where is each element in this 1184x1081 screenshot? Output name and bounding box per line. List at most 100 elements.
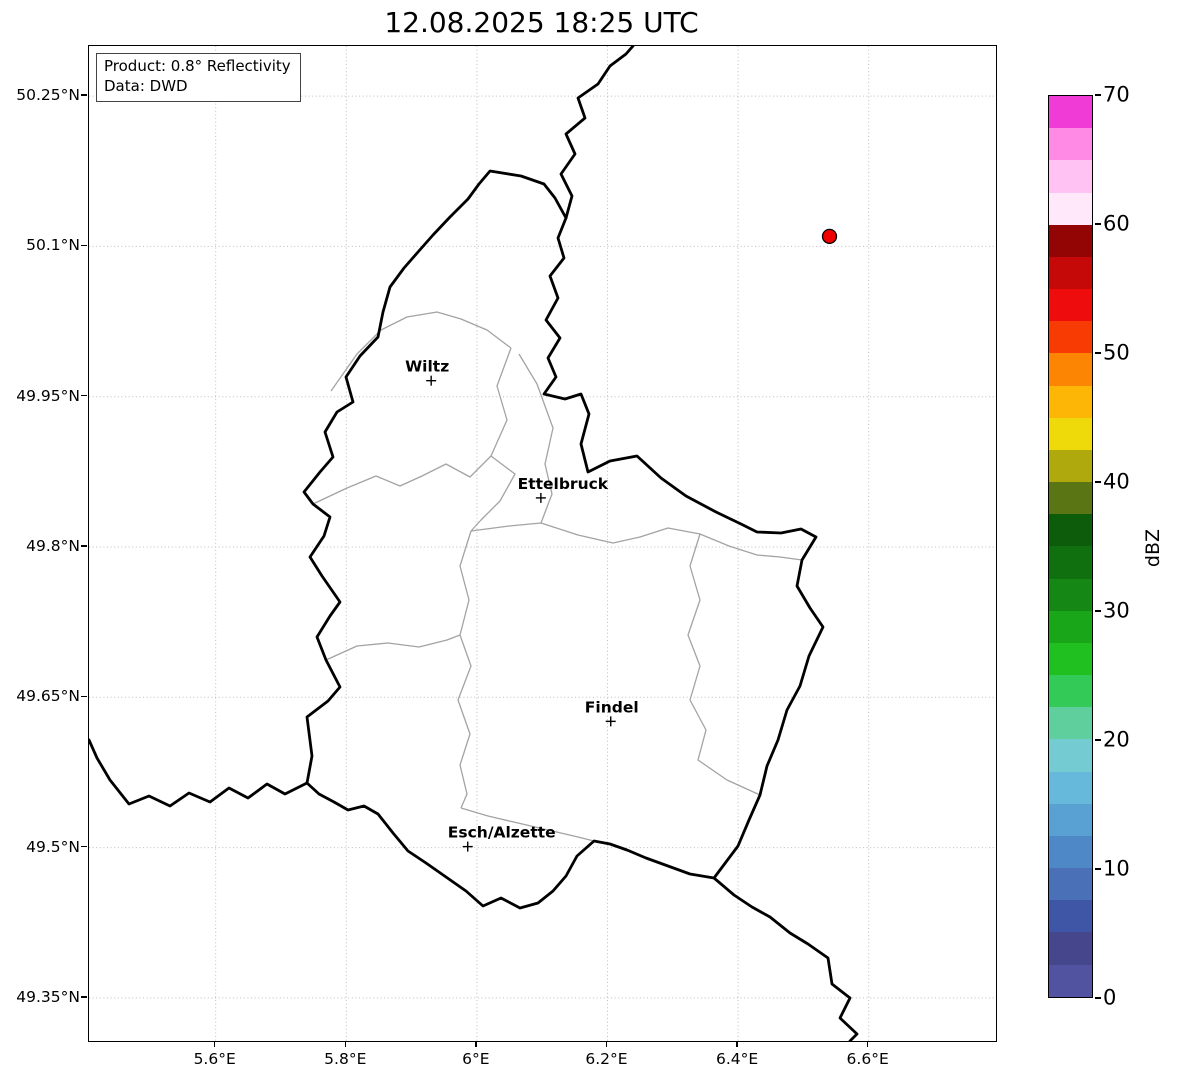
colorbar-tick-mark — [1094, 868, 1101, 870]
colorbar-band — [1049, 514, 1092, 547]
colorbar-tick-label: 70 — [1103, 82, 1130, 107]
district-border — [460, 807, 595, 842]
country-border — [89, 738, 309, 808]
y-tick-mark — [81, 545, 87, 547]
city-findel: Findel — [585, 698, 639, 727]
colorbar-band — [1049, 449, 1092, 483]
y-tick-mark — [81, 244, 87, 247]
y-tick-mark — [81, 94, 87, 96]
colorbar-band — [1049, 964, 1092, 997]
info-box-data-line: Data: DWD — [104, 77, 188, 96]
x-tick-mark — [866, 1041, 869, 1047]
city-wiltz: Wiltz — [405, 358, 449, 386]
plot-title: 12.08.2025 18:25 UTC — [384, 6, 699, 39]
y-tick-mark — [81, 996, 87, 998]
city-label: Wiltz — [405, 358, 449, 376]
x-tick-mark — [475, 1041, 477, 1047]
city-label: Findel — [585, 698, 639, 716]
country-border — [302, 169, 825, 910]
colorbar-band — [1049, 868, 1092, 901]
city-label: Esch/Alzette — [448, 824, 556, 842]
x-tick-label: 6.6°E — [846, 1050, 889, 1068]
colorbar-band — [1049, 546, 1092, 579]
colorbar-tick-mark — [1094, 223, 1101, 225]
district-border — [470, 347, 516, 532]
x-tick-label: 5.8°E — [324, 1050, 367, 1068]
colorbar-band — [1049, 160, 1092, 193]
colorbar-band — [1049, 932, 1092, 965]
district-border — [312, 455, 492, 505]
colorbar-band — [1049, 482, 1092, 515]
y-tick-mark — [81, 394, 87, 397]
y-tick-label: 50.1°N — [26, 236, 80, 255]
x-tick-mark — [344, 1041, 347, 1047]
colorbar-tick-label: 40 — [1103, 469, 1130, 494]
y-axis-tick-labels: 50.25°N 50.1°N 49.95°N 49.8°N 49.65°N 49.5°N 4… — [0, 0, 80, 1081]
country-border — [712, 876, 859, 1041]
y-tick-label: 49.35°N — [16, 987, 80, 1006]
colorbar-band — [1049, 417, 1092, 450]
info-box-product-line: Product: 0.8° Reflectivity — [104, 57, 291, 75]
x-tick-label: 5.6°E — [193, 1050, 236, 1068]
colorbar-unit-label: dBZ — [1142, 528, 1164, 568]
colorbar-band — [1049, 96, 1092, 129]
x-tick-label: 6.4°E — [715, 1050, 759, 1068]
district-border — [330, 311, 512, 392]
colorbar-band — [1049, 642, 1092, 676]
radar-echo-point — [821, 228, 838, 245]
x-tick-mark — [213, 1041, 216, 1047]
y-tick-label: 49.5°N — [26, 837, 80, 856]
colorbar-band — [1049, 900, 1092, 933]
district-border — [457, 530, 472, 809]
district-border — [325, 634, 461, 661]
colorbar-tick-label: 20 — [1103, 727, 1130, 752]
y-tick-label: 49.95°N — [16, 386, 80, 405]
y-tick-label: 49.8°N — [26, 537, 80, 555]
district-border — [470, 522, 803, 561]
x-tick-label: 6°E — [462, 1050, 490, 1068]
colorbar-band — [1049, 675, 1092, 708]
colorbar-tick-label: 50 — [1103, 340, 1130, 365]
colorbar-band — [1049, 256, 1092, 290]
info-box: Product: 0.8° Reflectivity Data: DWD — [96, 53, 301, 102]
colorbar-tick-label: 0 — [1103, 985, 1117, 1010]
colorbar-band — [1049, 739, 1092, 772]
map-plot-area: Wiltz Ettelbruck Findel Esch/Alzette Produc… — [88, 45, 997, 1042]
colorbar-tick-mark — [1094, 610, 1101, 612]
colorbar-tick-label: 10 — [1103, 856, 1130, 881]
colorbar-band — [1049, 353, 1092, 386]
country-border — [559, 46, 635, 220]
colorbar-tick-mark — [1094, 739, 1101, 741]
colorbar-band — [1049, 192, 1092, 225]
x-tick-mark — [605, 1041, 608, 1047]
colorbar-band — [1049, 771, 1092, 804]
colorbar-band — [1049, 835, 1092, 869]
colorbar-band — [1049, 803, 1092, 836]
colorbar-band — [1049, 224, 1092, 257]
map-svg: Wiltz Ettelbruck Findel Esch/Alzette — [89, 46, 996, 1041]
colorbar-tick-label: 60 — [1103, 211, 1130, 236]
x-tick-mark — [736, 1041, 738, 1047]
colorbar-band — [1049, 578, 1092, 611]
colorbar-band — [1049, 385, 1092, 418]
colorbar-band — [1049, 321, 1092, 354]
y-tick-mark — [81, 695, 87, 698]
y-tick-mark — [81, 845, 87, 848]
city-label: Ettelbruck — [518, 475, 609, 493]
colorbar-band — [1049, 707, 1092, 740]
colorbar-tick-label: 30 — [1103, 598, 1130, 623]
y-tick-label: 50.25°N — [16, 86, 80, 105]
colorbar-band — [1049, 610, 1092, 643]
colorbar — [1048, 95, 1093, 998]
district-border — [518, 353, 554, 524]
colorbar-tick-mark — [1094, 94, 1101, 96]
city-esch-alzette: Esch/Alzette — [448, 824, 556, 852]
y-tick-label: 49.65°N — [16, 687, 80, 706]
x-tick-label: 6.2°E — [585, 1050, 628, 1068]
district-border — [687, 533, 761, 796]
colorbar-tick-mark — [1094, 352, 1101, 354]
colorbar-tick-mark — [1094, 481, 1101, 483]
colorbar-band — [1049, 289, 1092, 322]
colorbar-band — [1049, 128, 1092, 161]
city-ettelbruck: Ettelbruck — [518, 475, 609, 503]
